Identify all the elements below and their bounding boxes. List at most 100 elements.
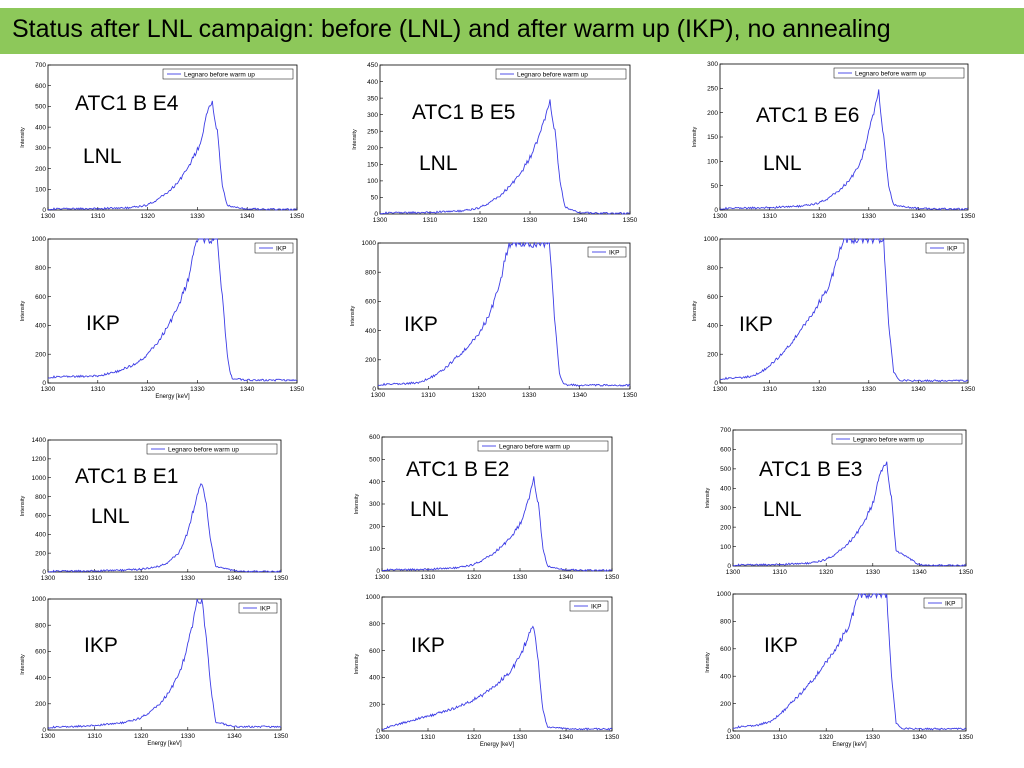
spectrum-chart-6: 1300 1310 1320 1330 1340 1350 0 200 400 600 800 100… — [692, 236, 976, 393]
y-tick-label: 500 — [720, 466, 731, 473]
spectrum-chart-7: 1300 1310 1320 1330 1340 1350 0 200 400 600 800 100… — [20, 437, 289, 582]
legend: IKP — [923, 597, 963, 609]
y-tick-label: 0 — [376, 728, 380, 735]
y-tick-label: 400 — [35, 531, 46, 538]
x-tick-label: 1310 — [421, 734, 436, 741]
spectrum-chart-2: 1300 1310 1320 1330 1340 1350 0 50 100 150 200 250 3… — [352, 62, 638, 224]
x-tick-label: 1330 — [513, 734, 528, 741]
y-tick-label: 400 — [720, 485, 731, 492]
x-tick-label: 1340 — [227, 575, 242, 582]
plot-frame — [377, 242, 631, 390]
x-tick-label: 1300 — [726, 734, 741, 741]
y-tick-label: 400 — [707, 323, 718, 330]
series-line — [732, 592, 967, 731]
y-tick-label: 800 — [35, 622, 46, 629]
x-tick-label: 1310 — [772, 569, 787, 576]
y-tick-label: 400 — [720, 673, 731, 680]
x-tick-label: 1350 — [290, 213, 305, 220]
y-tick-label: 50 — [371, 195, 379, 202]
legend-label: IKP — [260, 605, 270, 612]
y-tick-label: 100 — [707, 159, 718, 166]
y-tick-label: 1000 — [32, 475, 47, 482]
x-axis-label: Energy [keV] — [147, 741, 182, 747]
detector-label: ATC1 B E6 — [756, 104, 860, 127]
y-tick-label: 200 — [720, 701, 731, 708]
y-tick-label: 1000 — [717, 591, 732, 598]
x-tick-label: 1340 — [559, 734, 574, 741]
x-tick-label: 1320 — [140, 213, 155, 220]
y-tick-label: 300 — [707, 61, 718, 68]
x-tick-label: 1350 — [290, 386, 305, 393]
y-tick-label: 50 — [711, 183, 719, 190]
y-tick-label: 800 — [707, 265, 718, 272]
y-tick-label: 200 — [35, 550, 46, 557]
series-line — [719, 89, 969, 211]
y-axis-label: Intensity — [354, 494, 360, 515]
y-tick-label: 600 — [720, 646, 731, 653]
legend-label: Legnaro before warm up — [499, 443, 570, 450]
x-tick-label: 1340 — [240, 386, 255, 393]
series-line — [47, 237, 298, 382]
y-axis-label: Intensity — [20, 654, 26, 675]
x-tick-label: 1350 — [959, 734, 974, 741]
y-axis-label: Intensity — [352, 129, 358, 150]
y-tick-label: 600 — [35, 294, 46, 301]
spectrum-chart-12: 1300 1310 1320 1330 1340 1350 0 200 400 600 800 100… — [705, 591, 974, 748]
detector-label: ATC1 B E4 — [75, 92, 179, 115]
legend-label: Legnaro before warm up — [184, 71, 255, 78]
y-tick-label: 300 — [35, 145, 46, 152]
y-tick-label: 100 — [367, 178, 378, 185]
y-tick-label: 400 — [367, 79, 378, 86]
series-line — [719, 237, 969, 383]
legend: IKP — [238, 602, 278, 614]
x-axis-label: Energy [keV] — [480, 742, 515, 748]
detector-label: ATC1 B E3 — [759, 458, 863, 481]
y-axis-label: Intensity — [705, 488, 711, 509]
x-tick-label: 1350 — [623, 392, 638, 399]
legend-label: Legnaro before warm up — [853, 436, 924, 443]
ikp-label: IKP — [411, 634, 445, 657]
lnl-label: LNL — [410, 498, 449, 521]
y-tick-label: 400 — [35, 675, 46, 682]
legend: IKP — [925, 242, 965, 254]
x-axis-label: Energy [keV] — [155, 394, 190, 400]
y-tick-label: 600 — [365, 299, 376, 306]
ikp-label: IKP — [764, 634, 798, 657]
x-tick-label: 1350 — [605, 734, 620, 741]
y-tick-label: 200 — [707, 110, 718, 117]
y-axis-label: Intensity — [692, 127, 698, 148]
y-tick-label: 100 — [720, 544, 731, 551]
x-tick-label: 1300 — [41, 386, 56, 393]
x-tick-label: 1310 — [91, 213, 106, 220]
legend: Legnaro before warm up — [495, 68, 627, 80]
x-tick-label: 1310 — [772, 734, 787, 741]
spectrum-chart-8: 1300 1310 1320 1330 1340 1350 0 100 200 300 400 500… — [354, 434, 620, 581]
ikp-label: IKP — [404, 313, 438, 336]
x-tick-label: 1320 — [473, 217, 488, 224]
y-tick-label: 700 — [720, 427, 731, 434]
x-tick-label: 1310 — [762, 386, 777, 393]
x-tick-label: 1340 — [911, 386, 926, 393]
legend-label: IKP — [591, 603, 601, 610]
title-bar: Status after LNL campaign: before (LNL) … — [0, 8, 1024, 54]
y-tick-label: 150 — [367, 162, 378, 169]
x-tick-label: 1300 — [41, 575, 56, 582]
y-tick-label: 500 — [35, 104, 46, 111]
x-tick-label: 1330 — [866, 734, 881, 741]
legend-label: IKP — [945, 600, 955, 607]
legend-label: Legnaro before warm up — [517, 71, 588, 78]
x-tick-label: 1330 — [862, 213, 877, 220]
plot-frame — [47, 598, 282, 731]
y-axis-label: Intensity — [692, 301, 698, 322]
y-tick-label: 100 — [35, 186, 46, 193]
x-tick-label: 1340 — [912, 569, 927, 576]
y-tick-label: 0 — [42, 727, 46, 734]
y-tick-label: 1400 — [32, 437, 47, 444]
lnl-label: LNL — [91, 505, 130, 528]
x-tick-label: 1340 — [912, 734, 927, 741]
y-tick-label: 200 — [35, 351, 46, 358]
series-line — [732, 461, 967, 567]
y-tick-label: 1000 — [704, 236, 719, 243]
y-tick-label: 600 — [369, 648, 380, 655]
x-tick-label: 1340 — [227, 733, 242, 740]
